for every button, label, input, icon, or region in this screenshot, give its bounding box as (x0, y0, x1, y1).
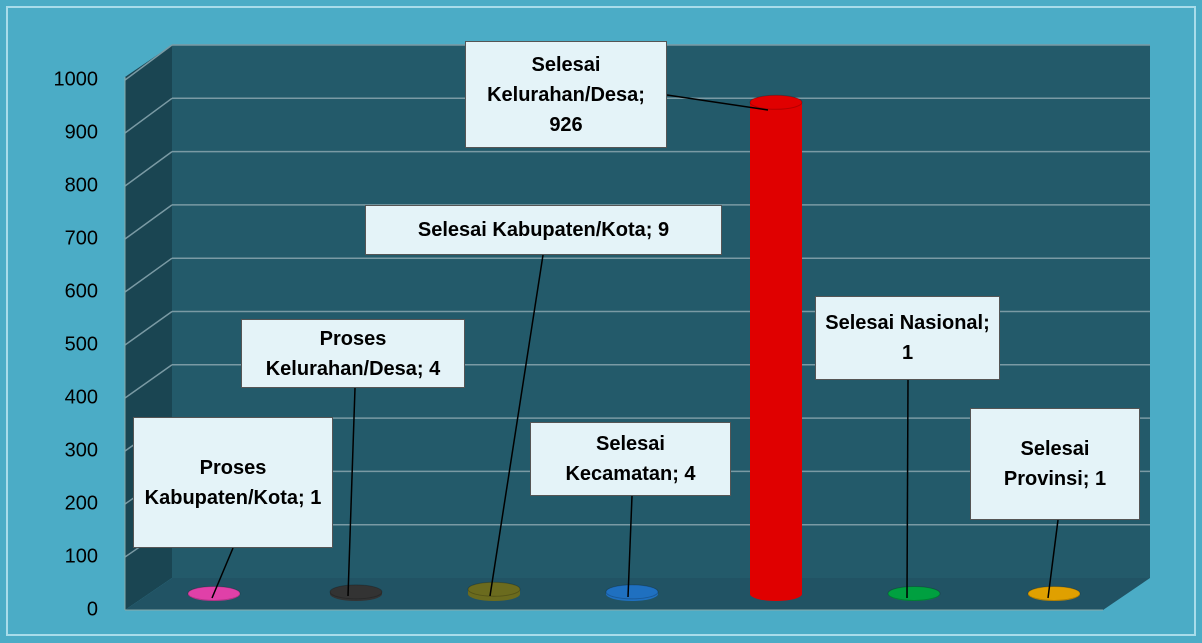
grid-line (124, 44, 173, 81)
y-tick-label: 1000 (54, 68, 99, 90)
bar (329, 584, 383, 601)
y-tick-label: 800 (65, 174, 98, 196)
data-label: Selesai Kelurahan/Desa; 926 (465, 41, 667, 148)
y-tick-label: 300 (65, 439, 98, 461)
grid-line (124, 257, 173, 293)
grid-line (124, 97, 173, 134)
frame (6, 6, 1196, 636)
y-tick-label: 900 (65, 121, 98, 143)
y-tick-label: 0 (87, 598, 98, 620)
leader-line (1047, 519, 1059, 599)
data-label: Proses Kelurahan/Desa; 4 (241, 319, 465, 388)
leader-line (666, 94, 769, 111)
leader-line (489, 254, 544, 597)
y-tick-label: 700 (65, 227, 98, 249)
data-label: Selesai Nasional; 1 (815, 296, 1000, 380)
bar (605, 584, 659, 601)
leader-line (627, 495, 633, 598)
data-label: Selesai Provinsi; 1 (970, 408, 1140, 520)
bar (887, 585, 941, 601)
y-tick-label: 600 (65, 280, 98, 302)
data-label: Proses Kabupaten/Kota; 1 (133, 417, 333, 548)
grid-line (124, 310, 173, 346)
leader-line (211, 547, 234, 599)
bar-top (1027, 585, 1081, 601)
y-tick-label: 100 (65, 545, 98, 567)
grid-line (124, 204, 173, 240)
grid-line (124, 150, 173, 187)
leader-line (906, 379, 909, 599)
y-tick-label: 200 (65, 492, 98, 514)
data-label: Selesai Kabupaten/Kota; 9 (365, 205, 722, 255)
bar (749, 94, 803, 601)
bar-top (887, 585, 941, 601)
data-label: Selesai Kecamatan; 4 (530, 422, 731, 496)
bar (1027, 585, 1081, 601)
leader-line (347, 387, 356, 597)
bar-shade (750, 102, 802, 594)
bar (467, 581, 521, 601)
bar-top (467, 581, 521, 597)
bar-top (749, 94, 803, 110)
y-tick-label: 400 (65, 386, 98, 408)
y-tick-label: 500 (65, 333, 98, 355)
bar-top (605, 584, 659, 600)
bar-top (329, 584, 383, 600)
grid-line (124, 364, 173, 399)
